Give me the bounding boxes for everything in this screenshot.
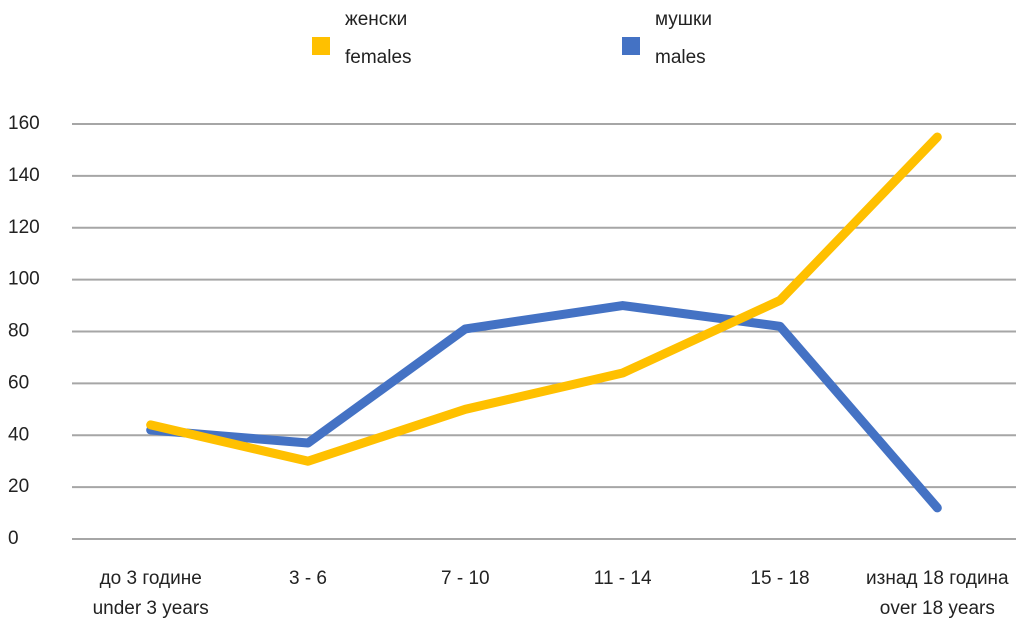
x-tick-label: 11 - 14 [594, 568, 652, 589]
y-tick-label: 100 [8, 269, 40, 290]
series-line [146, 301, 942, 513]
x-tick-label: изнад 18 година [866, 568, 1009, 589]
legend-label: мушки [655, 9, 712, 30]
x-tick-label: 7 - 10 [441, 568, 490, 589]
y-tick-label: 160 [8, 113, 40, 134]
y-tick-label: 60 [8, 372, 29, 393]
y-tick-label: 40 [8, 424, 29, 445]
x-tick-label: 3 - 6 [289, 568, 327, 589]
legend-label: женски [345, 9, 407, 30]
x-tick-label: 15 - 18 [750, 568, 809, 589]
y-tick-label: 0 [8, 528, 19, 549]
legend-swatch [312, 37, 330, 55]
legend-swatch [622, 37, 640, 55]
legend-label: females [345, 47, 412, 68]
y-tick-label: 140 [8, 165, 40, 186]
x-tick-label: до 3 године [100, 568, 202, 589]
x-tick-label: under 3 years [93, 598, 209, 619]
y-tick-label: 20 [8, 476, 29, 497]
legend-label: males [655, 47, 706, 68]
series-line [146, 132, 942, 466]
y-tick-label: 80 [8, 321, 29, 342]
x-tick-label: over 18 years [880, 598, 995, 619]
y-tick-label: 120 [8, 217, 40, 238]
